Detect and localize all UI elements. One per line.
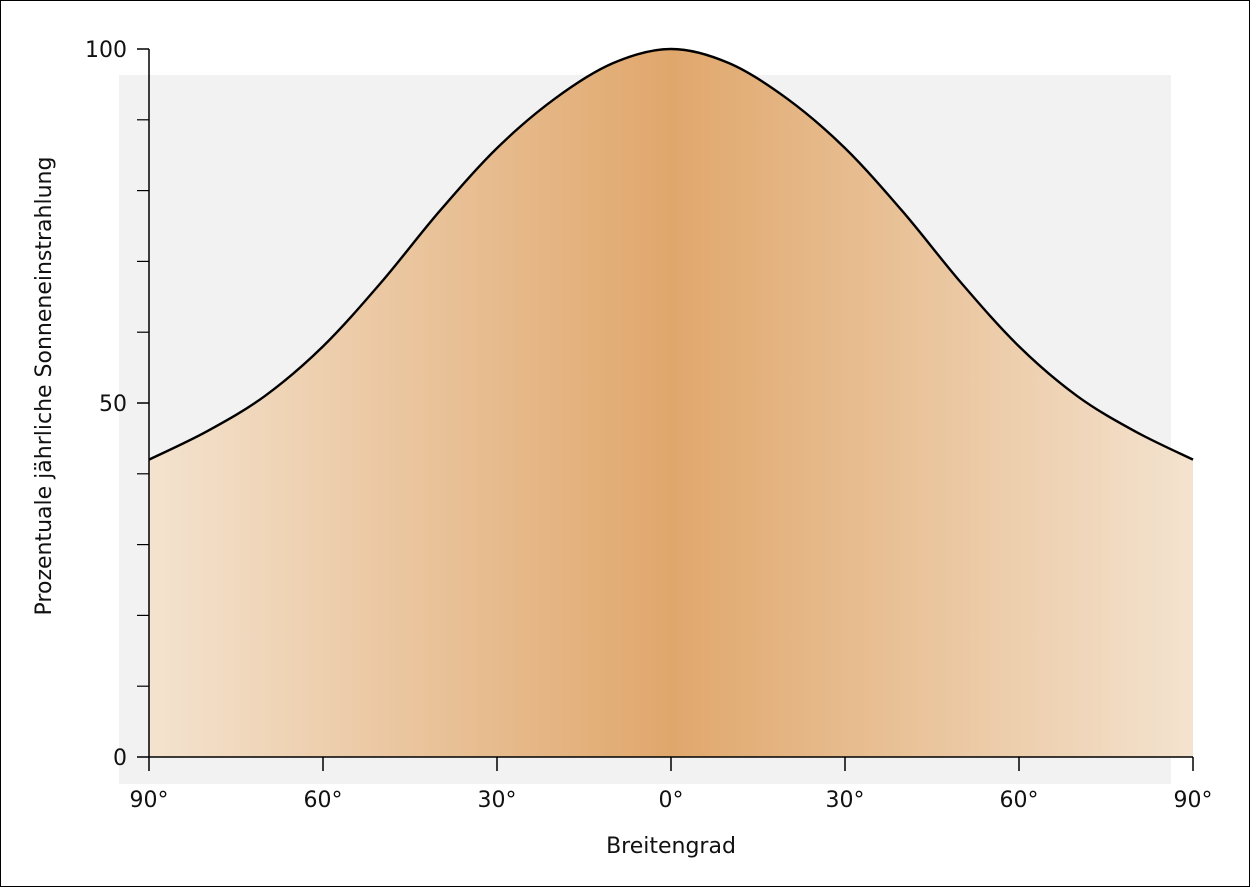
x-tick-label-1: 60° <box>304 788 343 813</box>
insolation-area <box>149 49 1193 757</box>
y-tick-label-50: 50 <box>99 392 127 417</box>
labels-layer: 0 50 100 90° 60° 30° 0° 30° 60° 90° <box>85 38 1213 813</box>
area-layer <box>148 47 1194 757</box>
x-tick-label-5: 60° <box>1000 788 1039 813</box>
insolation-line <box>148 47 1194 461</box>
y-tick-label-100: 100 <box>85 38 127 63</box>
x-tick-label-0: 90° <box>130 788 169 813</box>
y-tick-label-0: 0 <box>113 746 127 771</box>
x-tick-label-6: 90° <box>1174 788 1213 813</box>
y-axis-title: Prozentuale jährliche Sonneneinstrahlung <box>32 157 57 616</box>
x-tick-label-4: 30° <box>826 788 865 813</box>
axes-layer <box>137 48 1194 771</box>
x-tick-label-3: 0° <box>659 788 684 813</box>
x-axis-title: Breitengrad <box>606 834 736 859</box>
x-tick-label-2: 30° <box>478 788 517 813</box>
